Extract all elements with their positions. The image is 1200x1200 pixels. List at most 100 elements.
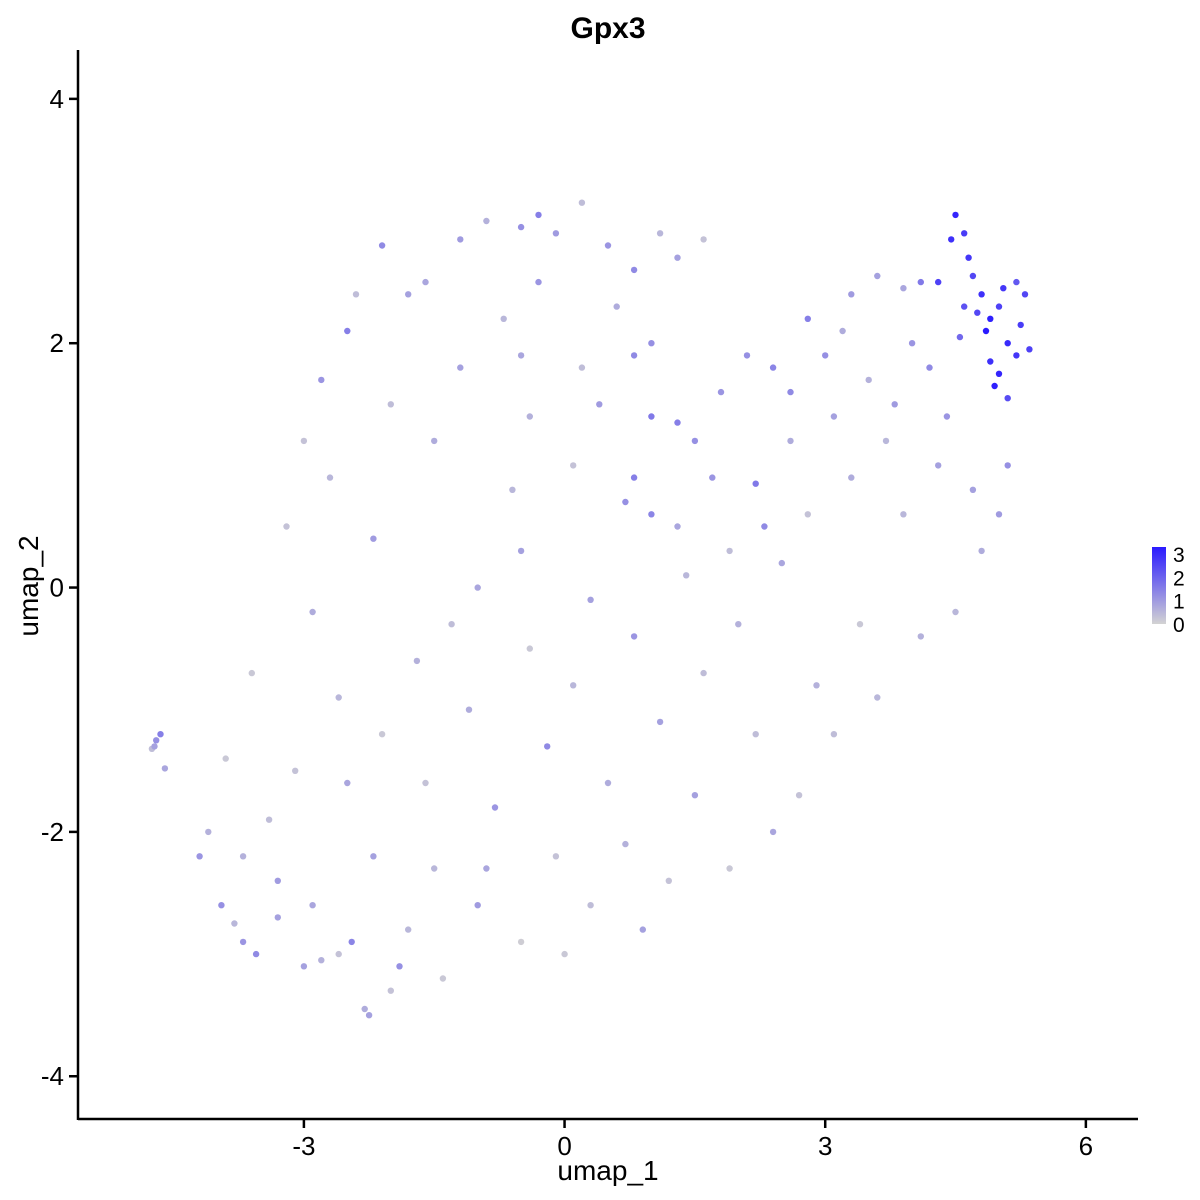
data-point bbox=[365, 1012, 373, 1019]
data-point bbox=[1013, 352, 1020, 359]
legend-tick-label: 3 bbox=[1173, 544, 1185, 567]
data-point bbox=[552, 853, 560, 860]
data-point bbox=[848, 291, 855, 298]
data-point bbox=[978, 291, 985, 298]
data-point bbox=[743, 352, 751, 359]
data-point bbox=[561, 950, 568, 958]
data-point bbox=[205, 828, 212, 836]
data-point bbox=[587, 902, 594, 909]
x-tick-label: -3 bbox=[292, 1131, 315, 1161]
data-point bbox=[865, 376, 872, 384]
data-point bbox=[405, 291, 412, 298]
data-point bbox=[422, 779, 429, 787]
data-point bbox=[151, 743, 158, 750]
data-point bbox=[526, 645, 533, 652]
data-point bbox=[622, 498, 629, 506]
data-point bbox=[196, 853, 203, 860]
data-point bbox=[570, 462, 577, 469]
data-point bbox=[239, 938, 247, 946]
data-point bbox=[769, 828, 777, 836]
data-point bbox=[153, 737, 160, 744]
data-point bbox=[917, 633, 924, 640]
data-point bbox=[995, 370, 1003, 377]
data-point bbox=[891, 401, 898, 408]
y-tick-label: -2 bbox=[41, 817, 64, 847]
data-point bbox=[848, 474, 855, 481]
data-point bbox=[822, 352, 829, 359]
data-point bbox=[726, 865, 733, 872]
data-point bbox=[969, 486, 977, 493]
data-point bbox=[908, 340, 916, 347]
data-point bbox=[500, 315, 507, 322]
data-point bbox=[587, 596, 594, 603]
data-point bbox=[405, 926, 412, 933]
data-point bbox=[674, 419, 681, 426]
data-point bbox=[526, 413, 533, 420]
data-point bbox=[283, 523, 290, 530]
data-point bbox=[239, 853, 247, 860]
chart-title: Gpx3 bbox=[570, 12, 645, 45]
data-point bbox=[630, 352, 638, 359]
data-point bbox=[265, 816, 273, 823]
data-point bbox=[917, 278, 924, 286]
data-point bbox=[639, 926, 646, 933]
x-tick-label: 6 bbox=[1079, 1131, 1093, 1161]
data-point bbox=[517, 352, 525, 359]
data-point bbox=[578, 199, 586, 206]
y-tick-label: 2 bbox=[50, 328, 64, 358]
data-point bbox=[300, 437, 308, 445]
data-point bbox=[231, 920, 238, 927]
data-point bbox=[370, 535, 377, 542]
data-point bbox=[961, 303, 968, 310]
legend-tick-label: 2 bbox=[1173, 567, 1185, 590]
data-point bbox=[683, 572, 690, 579]
data-point bbox=[483, 217, 490, 225]
data-point bbox=[252, 950, 260, 958]
x-tick-label: 3 bbox=[818, 1131, 832, 1161]
data-point bbox=[974, 309, 981, 316]
data-point bbox=[344, 327, 351, 335]
data-point bbox=[830, 413, 838, 420]
data-point bbox=[1026, 346, 1033, 353]
data-point bbox=[839, 327, 846, 335]
data-point bbox=[457, 364, 464, 371]
data-point bbox=[318, 957, 325, 964]
data-point bbox=[778, 559, 785, 567]
data-point bbox=[344, 779, 351, 787]
data-point bbox=[995, 303, 1003, 310]
data-point bbox=[900, 285, 907, 292]
data-point bbox=[396, 963, 403, 970]
data-point bbox=[630, 266, 638, 274]
data-point bbox=[830, 731, 838, 738]
data-point bbox=[787, 388, 794, 396]
data-point bbox=[761, 523, 768, 530]
data-point bbox=[335, 694, 342, 701]
data-point bbox=[413, 657, 421, 665]
data-point bbox=[274, 914, 281, 921]
data-point bbox=[387, 987, 394, 994]
data-point bbox=[352, 291, 360, 298]
data-point bbox=[348, 938, 355, 946]
data-point bbox=[874, 272, 881, 280]
x-axis-label: umap_1 bbox=[557, 1155, 658, 1186]
data-point bbox=[361, 1005, 368, 1013]
data-point bbox=[570, 682, 577, 689]
data-point bbox=[935, 278, 942, 286]
data-point bbox=[978, 547, 985, 555]
data-point bbox=[1004, 395, 1011, 402]
data-point bbox=[987, 358, 994, 365]
data-point bbox=[700, 669, 707, 677]
data-point bbox=[1000, 285, 1007, 292]
data-point bbox=[752, 731, 759, 738]
data-point bbox=[535, 211, 542, 219]
data-point bbox=[335, 950, 342, 958]
data-point bbox=[709, 474, 716, 481]
data-point bbox=[630, 474, 638, 481]
data-point bbox=[300, 963, 308, 970]
data-point bbox=[630, 633, 638, 640]
data-point bbox=[483, 865, 490, 872]
data-point bbox=[717, 388, 725, 396]
